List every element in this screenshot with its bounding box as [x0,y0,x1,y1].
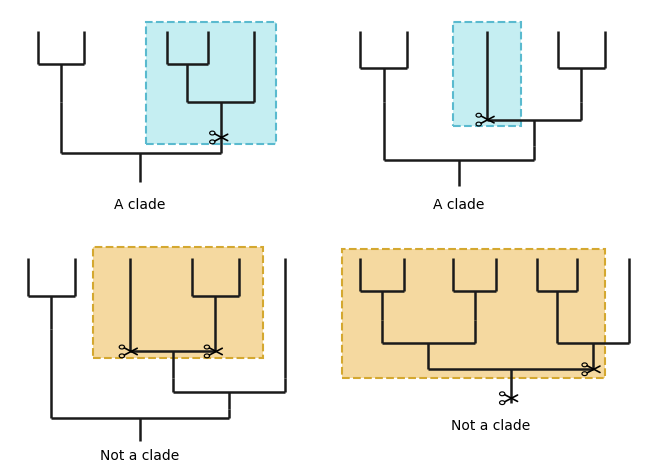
FancyBboxPatch shape [453,23,521,127]
Text: Not a clade: Not a clade [451,418,530,432]
Text: A clade: A clade [114,198,165,212]
FancyBboxPatch shape [146,23,276,145]
FancyBboxPatch shape [93,247,263,358]
FancyBboxPatch shape [342,250,605,378]
Text: Not a clade: Not a clade [100,448,179,462]
Text: A clade: A clade [433,198,485,212]
